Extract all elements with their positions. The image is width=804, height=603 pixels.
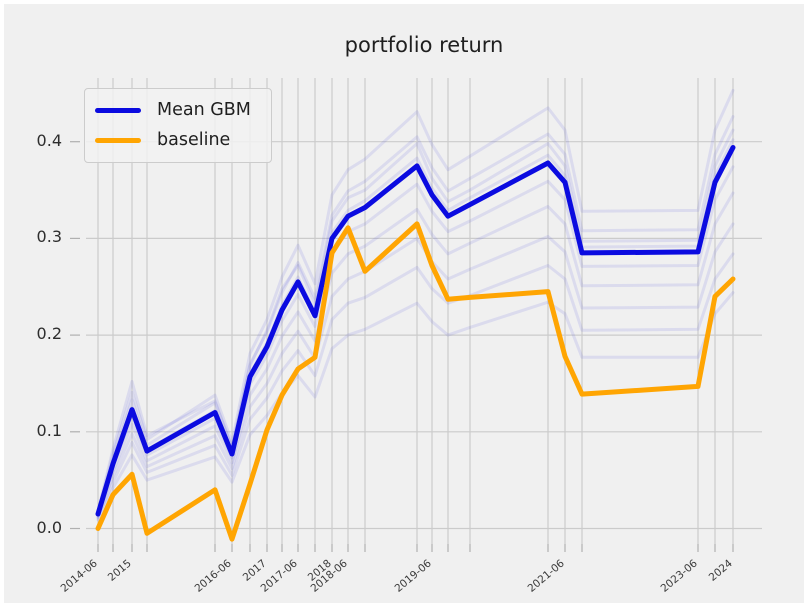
- gbm-sample-path: [96, 115, 735, 515]
- y-tick-label: 0.2: [36, 324, 62, 344]
- legend-label-baseline: baseline: [157, 130, 231, 150]
- gbm-sample-path: [96, 291, 735, 522]
- legend: Mean GBM baseline: [84, 88, 272, 163]
- gbm-sample-path: [96, 191, 735, 518]
- gbm-sample-path: [96, 128, 735, 513]
- y-tick-label: 0.0: [36, 517, 62, 537]
- legend-item-baseline: baseline: [95, 130, 251, 151]
- chart-title: portfolio return: [344, 33, 504, 57]
- y-tick-label: 0.4: [36, 130, 62, 150]
- axis-tick-marks: [70, 141, 734, 552]
- mean-gbm-line: [95, 145, 736, 517]
- gbm-sample-path: [96, 88, 735, 514]
- legend-item-mean-gbm: Mean GBM: [95, 100, 251, 121]
- y-tick-label: 0.3: [36, 227, 62, 247]
- y-tick-label: 0.1: [36, 420, 62, 440]
- mean-gbm-line-swatch: [95, 108, 141, 113]
- series-lines: [95, 145, 736, 542]
- baseline-line: [95, 221, 736, 542]
- baseline-line-swatch: [95, 138, 141, 143]
- legend-label-mean-gbm: Mean GBM: [157, 100, 251, 120]
- gbm-sample-path: [96, 252, 735, 520]
- gbm-sample-path: [96, 222, 735, 519]
- gbm-sample-path: [96, 138, 735, 516]
